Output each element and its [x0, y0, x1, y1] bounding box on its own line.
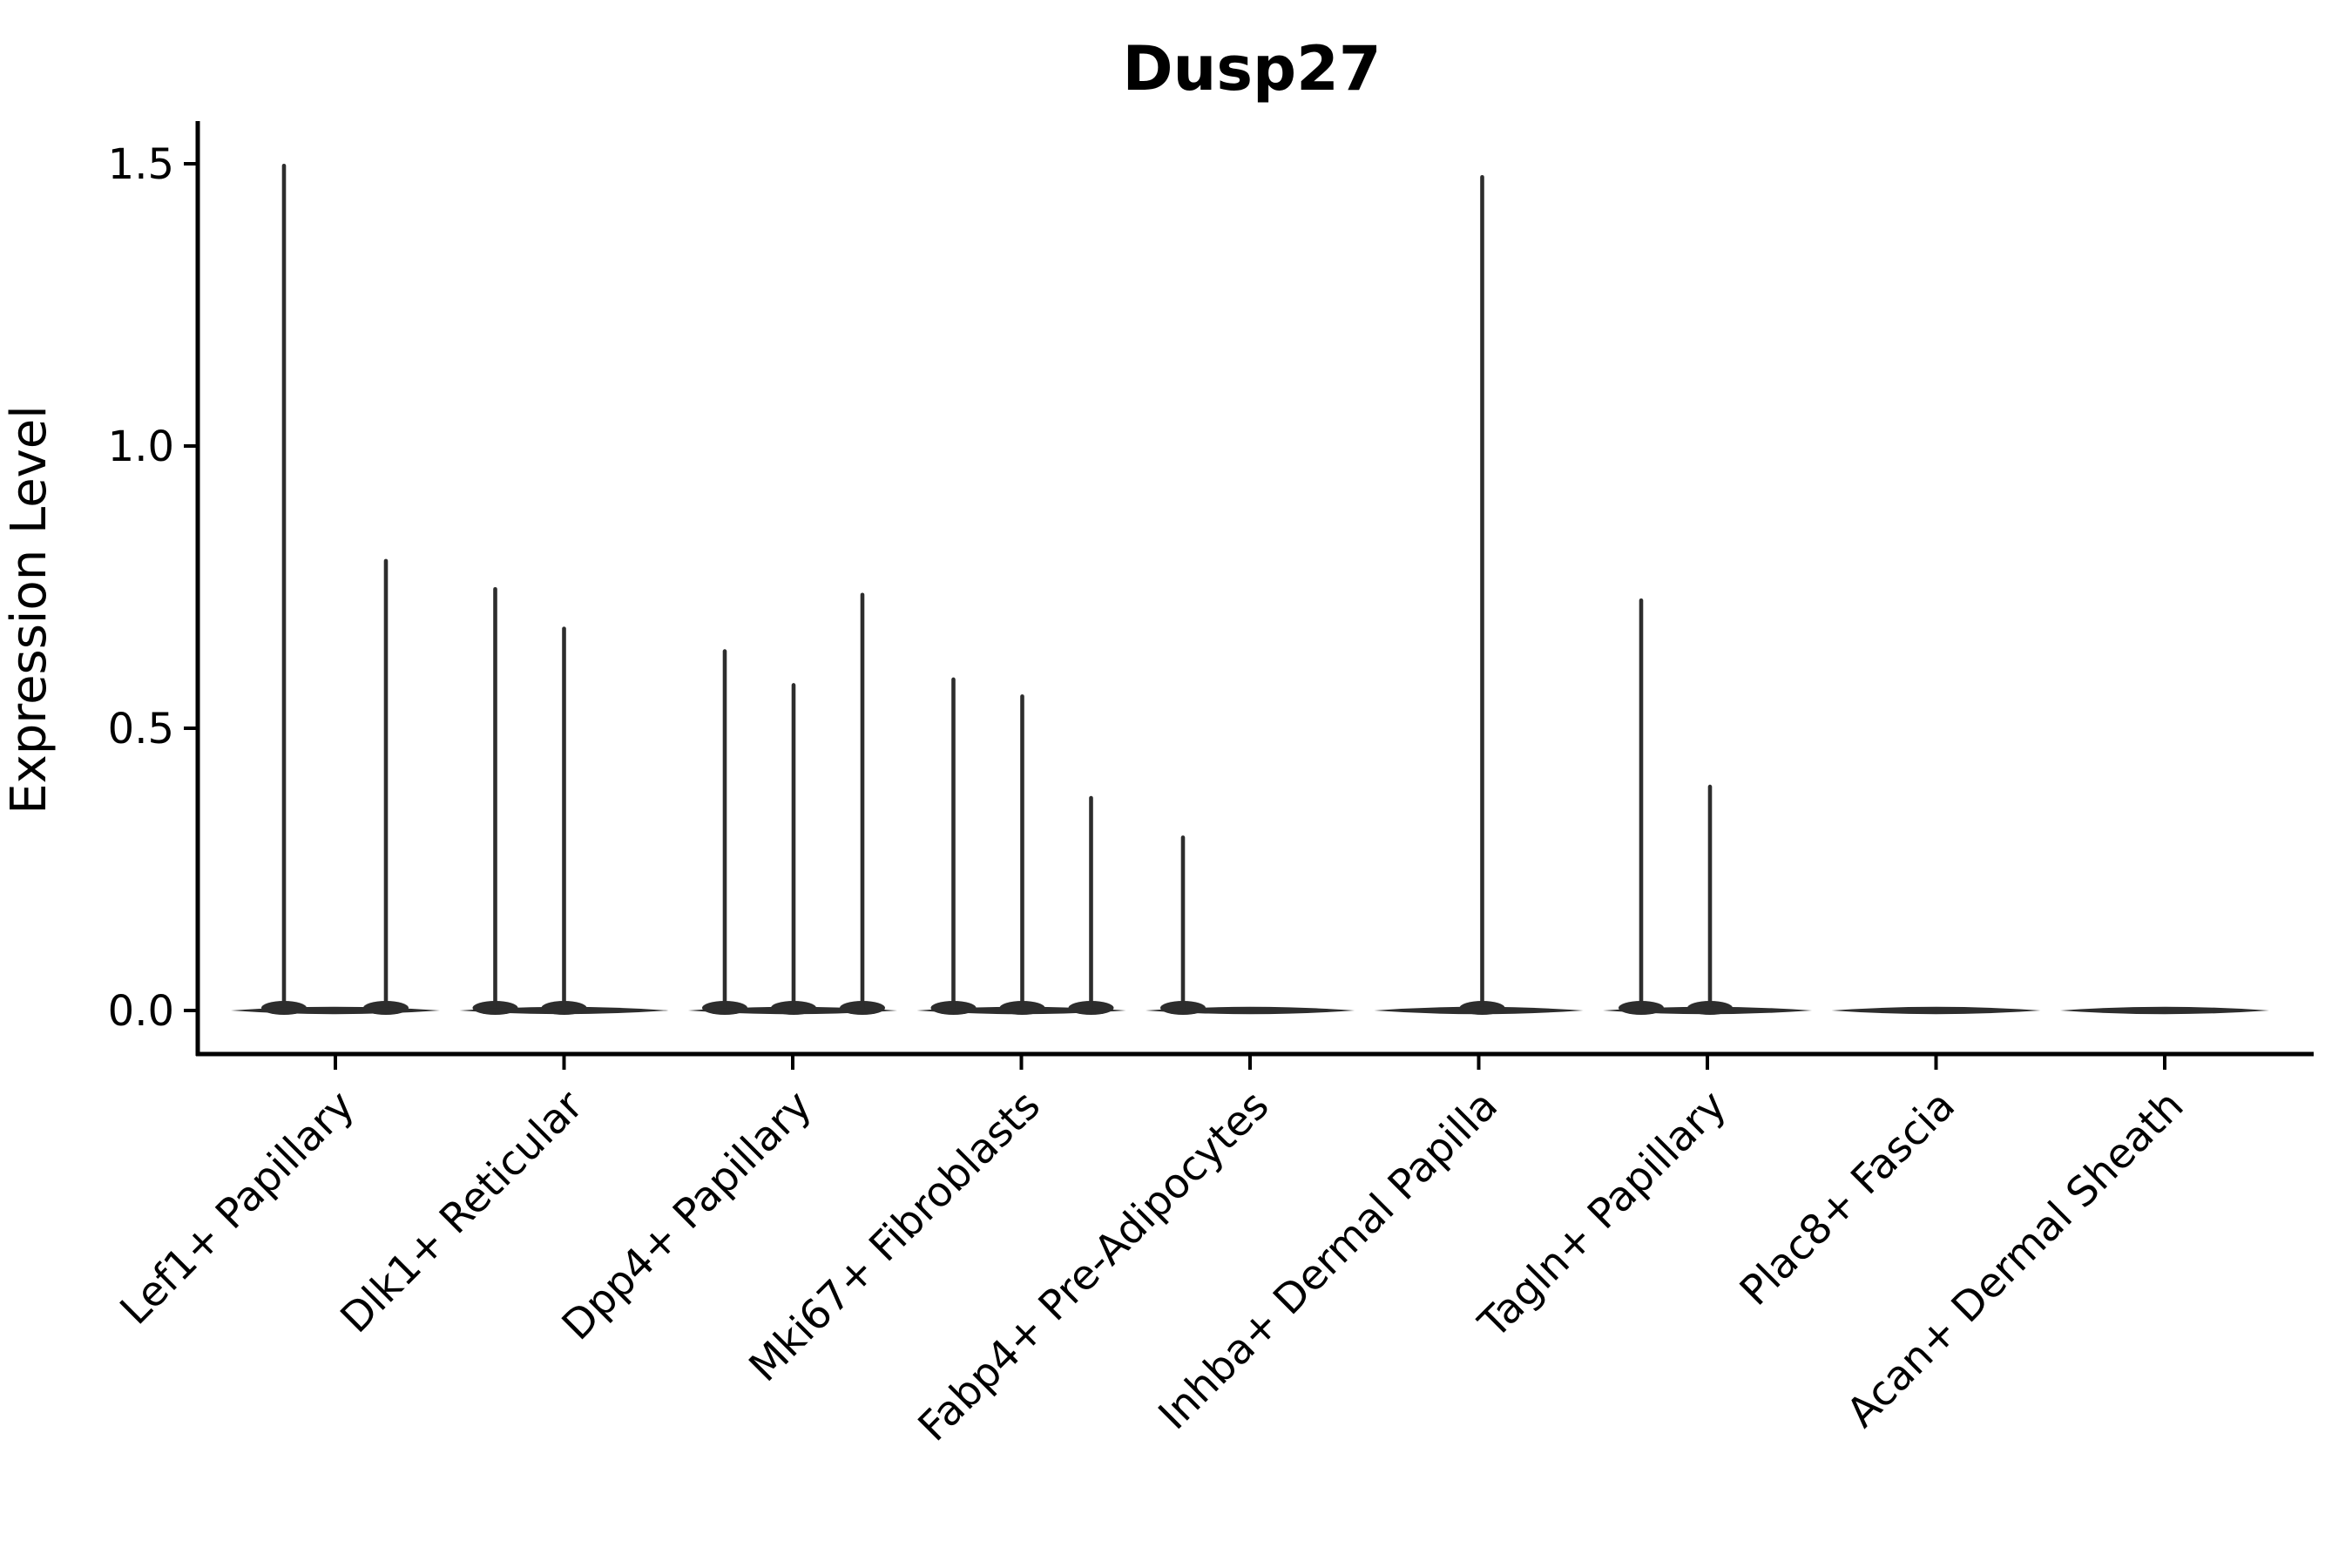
- violin-baseline-lens: [459, 1006, 669, 1015]
- violin-baseline-lens: [688, 1006, 897, 1015]
- violin-needle: [860, 592, 865, 1010]
- x-category-label: Tagln+ Papillary: [1470, 1082, 1736, 1348]
- chart-title: Dusp27: [1122, 33, 1381, 105]
- violin-needle: [1480, 174, 1484, 1010]
- violin-needle: [1180, 835, 1186, 1010]
- x-category-label: Lef1+ Papillary: [112, 1082, 364, 1335]
- violin-needle: [1707, 784, 1713, 1010]
- violin-needle: [383, 558, 389, 1010]
- violin-needle: [1089, 795, 1093, 1010]
- y-tick-label: 0.5: [108, 705, 174, 754]
- y-tick-label: 1.5: [108, 140, 174, 189]
- violin-baseline-lens: [1831, 1006, 2041, 1015]
- violin-needle: [562, 626, 566, 1010]
- x-category-label: Dpp4+ Papillary: [553, 1082, 821, 1350]
- violin-needle: [791, 683, 796, 1010]
- x-category-label: Dlk1+ Reticular: [332, 1081, 593, 1342]
- violin-baseline-lens: [1603, 1006, 1812, 1015]
- violin-needle: [1639, 598, 1644, 1010]
- violin-baseline-lens: [916, 1006, 1126, 1015]
- violin-baseline-lens: [1146, 1006, 1355, 1015]
- x-category-label: Plac8+ Fascia: [1731, 1082, 1964, 1315]
- y-tick-label: 1.0: [108, 422, 174, 471]
- violin-needle: [1020, 694, 1024, 1010]
- violin-needle: [722, 649, 727, 1010]
- violin-baseline-lens: [231, 1006, 440, 1015]
- violin-needle: [493, 587, 497, 1010]
- violin-baseline-lens: [2060, 1006, 2269, 1015]
- y-axis-label: Expression Level: [1, 405, 57, 814]
- violin-baseline-lens: [1374, 1006, 1584, 1015]
- y-tick-label: 0.0: [108, 987, 174, 1036]
- violin-needle: [281, 164, 287, 1010]
- violin-needle: [951, 677, 956, 1010]
